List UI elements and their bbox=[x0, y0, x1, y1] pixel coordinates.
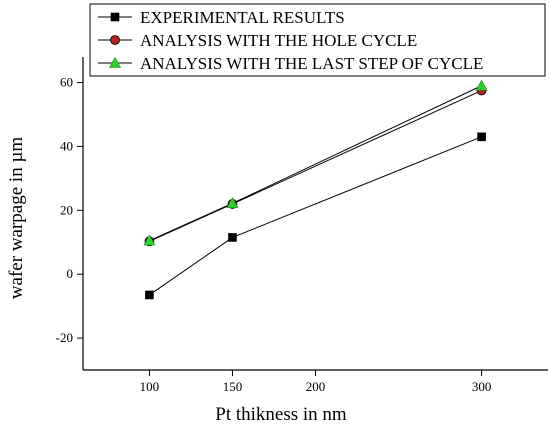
legend-label: ANALYSIS WITH THE LAST STEP OF CYCLE bbox=[140, 54, 483, 73]
series-3 bbox=[143, 79, 488, 246]
series-line bbox=[149, 85, 482, 242]
data-point bbox=[143, 234, 156, 246]
data-point bbox=[226, 197, 239, 208]
y-tick-label: 20 bbox=[60, 202, 73, 217]
series-1 bbox=[145, 132, 486, 300]
legend: EXPERIMENTAL RESULTS ANALYSIS WITH THE HO… bbox=[89, 3, 546, 77]
x-tick-label: 300 bbox=[472, 379, 492, 394]
y-tick-label: 40 bbox=[60, 138, 73, 153]
axes: 100 150 200 300 -20 0 20 40 60 bbox=[56, 57, 548, 394]
series-line bbox=[149, 136, 482, 296]
legend-marker bbox=[110, 12, 120, 22]
legend-label: EXPERIMENTAL RESULTS bbox=[140, 8, 345, 27]
data-point bbox=[145, 290, 154, 300]
legend-marker bbox=[110, 35, 120, 45]
x-tick-label: 100 bbox=[140, 379, 160, 394]
data-point bbox=[475, 79, 488, 91]
series-layer bbox=[143, 79, 488, 300]
data-point bbox=[477, 132, 486, 142]
legend-marker bbox=[108, 56, 122, 68]
y-tick-label: 0 bbox=[67, 266, 74, 281]
y-tick-label: 60 bbox=[60, 75, 73, 90]
legend-box bbox=[89, 3, 546, 77]
x-tick-label: 150 bbox=[223, 379, 243, 394]
x-axis-label: Pt thikness in nm bbox=[215, 404, 347, 425]
y-tick-label: -20 bbox=[56, 330, 73, 345]
series-2 bbox=[144, 85, 487, 247]
x-tick-label: 200 bbox=[306, 379, 326, 394]
data-point bbox=[228, 233, 237, 242]
legend-label: ANALYSIS WITH THE HOLE CYCLE bbox=[140, 31, 417, 50]
y-axis-label: wafer warpage in µm bbox=[6, 137, 27, 300]
